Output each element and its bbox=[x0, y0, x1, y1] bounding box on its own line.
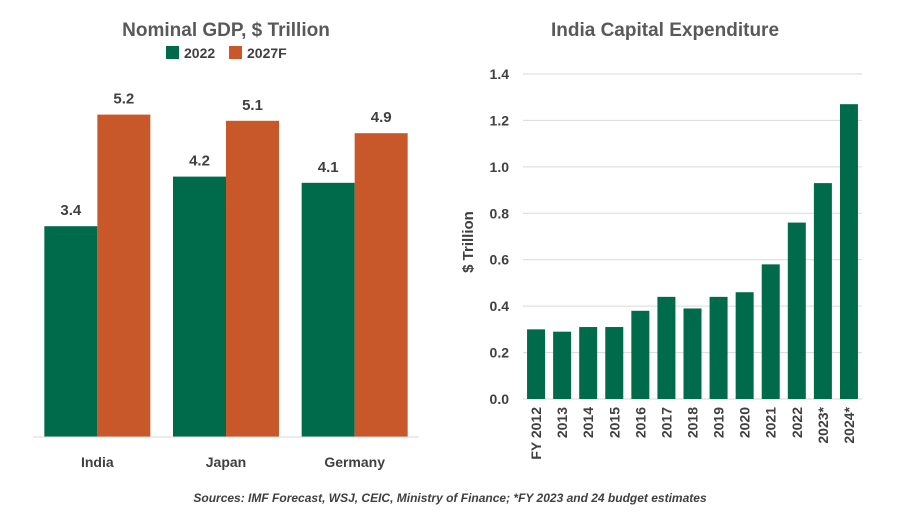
right-bar-2017 bbox=[657, 296, 676, 399]
legend-swatch-2027f bbox=[229, 46, 242, 59]
right-chart-plot: 0.0 0.2 0.4 0.6 0.8 1.0 1.2 1.4 FY 2012 2013 2014 2… bbox=[490, 66, 862, 460]
right-bar-2024- bbox=[839, 104, 858, 399]
right-y-tick-label: 1.0 bbox=[490, 159, 510, 175]
right-category-label: FY 2012 bbox=[528, 407, 544, 460]
right-category-label: 2020 bbox=[737, 407, 753, 438]
left-data-label: 4.9 bbox=[371, 109, 392, 126]
left-bar-japan-2027f bbox=[226, 120, 279, 438]
right-bar-2022 bbox=[787, 222, 806, 399]
right-bar-2015 bbox=[605, 327, 624, 399]
right-chart-y-axis-label: $ Trillion bbox=[460, 211, 477, 273]
right-y-tick-label: 0.4 bbox=[490, 298, 510, 314]
legend-label-2022: 2022 bbox=[184, 45, 215, 61]
right-category-label: 2015 bbox=[606, 407, 622, 438]
left-data-label: 3.4 bbox=[60, 202, 82, 219]
source-footnote: Sources: IMF Forecast, WSJ, CEIC, Minist… bbox=[193, 491, 707, 505]
right-category-label: 2016 bbox=[632, 407, 648, 438]
right-y-tick-label: 1.2 bbox=[490, 112, 510, 128]
left-category-label: Japan bbox=[206, 454, 246, 470]
right-category-label: 2014 bbox=[580, 407, 596, 438]
right-category-label: 2013 bbox=[554, 407, 570, 438]
left-data-label: 4.1 bbox=[318, 159, 339, 176]
left-data-label: 5.2 bbox=[113, 91, 134, 108]
left-bar-india-2027f bbox=[97, 114, 151, 437]
right-category-label: 2021 bbox=[763, 407, 779, 438]
left-bar-japan-2022 bbox=[173, 176, 226, 437]
right-category-label: 2023* bbox=[815, 406, 831, 443]
right-category-label: 2017 bbox=[658, 407, 674, 438]
left-data-label: 5.1 bbox=[242, 97, 263, 114]
right-bar-2016 bbox=[631, 310, 650, 399]
right-category-label: 2019 bbox=[711, 407, 727, 438]
right-bar-2018 bbox=[683, 308, 702, 399]
right-bar-2013 bbox=[553, 331, 572, 399]
right-y-tick-label: 0.2 bbox=[490, 345, 510, 361]
right-category-label: 2018 bbox=[685, 407, 701, 438]
right-y-tick-label: 0.6 bbox=[490, 252, 510, 268]
right-chart-title: India Capital Expenditure bbox=[551, 20, 779, 41]
right-y-tick-label: 0.0 bbox=[490, 391, 510, 407]
left-category-label: Germany bbox=[324, 454, 385, 470]
right-category-label: 2022 bbox=[789, 407, 805, 438]
left-bar-germany-2027f bbox=[354, 133, 408, 437]
right-bar-2019 bbox=[709, 296, 728, 399]
left-chart-plot: 3.4 5.2 India 4.2 5.1 Japan 4.1 4.9 Germany bbox=[33, 91, 419, 470]
right-bar-2014 bbox=[579, 327, 598, 399]
legend-label-2027f: 2027F bbox=[247, 45, 287, 61]
left-category-label: India bbox=[81, 454, 114, 470]
left-bar-germany-2022 bbox=[301, 182, 355, 437]
right-y-tick-label: 1.4 bbox=[490, 66, 510, 82]
right-y-tick-label: 0.8 bbox=[490, 205, 510, 221]
left-data-label: 4.2 bbox=[189, 153, 210, 170]
left-chart-title: Nominal GDP, $ Trillion bbox=[122, 20, 330, 41]
right-bar-2023- bbox=[813, 183, 832, 399]
right-bar-fy-2012 bbox=[527, 329, 546, 399]
right-category-label: 2024* bbox=[841, 406, 857, 443]
left-bar-india-2022 bbox=[44, 226, 98, 437]
right-bar-2020 bbox=[735, 292, 754, 399]
legend-swatch-2022 bbox=[166, 46, 179, 59]
right-bar-2021 bbox=[761, 264, 780, 399]
